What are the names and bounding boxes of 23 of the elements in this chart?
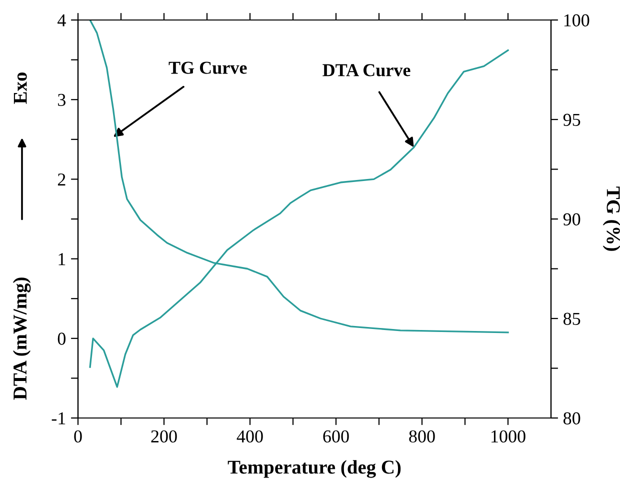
y2-tick-label: 80 <box>563 412 580 424</box>
y-tick-label: 4 <box>58 14 66 26</box>
y-tick-label: 2 <box>58 174 66 186</box>
y-tick-label: 0 <box>58 332 66 345</box>
y2-tick-label: 90 <box>563 213 580 226</box>
y2-tick-label: 95 <box>563 114 580 126</box>
annotation: TG Curve <box>168 62 247 74</box>
y-axis-title: DTA (mW/mg) <box>12 278 31 400</box>
x-tick-label: 800 <box>409 430 435 443</box>
text: Exo <box>14 72 27 104</box>
x-tick-label: 600 <box>323 430 349 443</box>
y2-axis-title: TG (%) <box>602 186 620 251</box>
x-tick-label: 400 <box>236 430 263 443</box>
y2-tick-label: 100 <box>564 14 590 26</box>
y-tick-label: -1 <box>52 412 66 424</box>
x-tick-label: 1000 <box>492 430 526 443</box>
x-tick-label: 200 <box>151 430 177 443</box>
annotation: DTA Curve <box>322 64 410 76</box>
y-tick-label: 3 <box>58 94 66 106</box>
y2-tick-label: 85 <box>563 312 580 325</box>
x-tick-label: 0 <box>74 430 82 443</box>
x-axis-title: Temperature (deg C) <box>228 460 401 478</box>
y-tick-label: 1 <box>58 253 66 266</box>
